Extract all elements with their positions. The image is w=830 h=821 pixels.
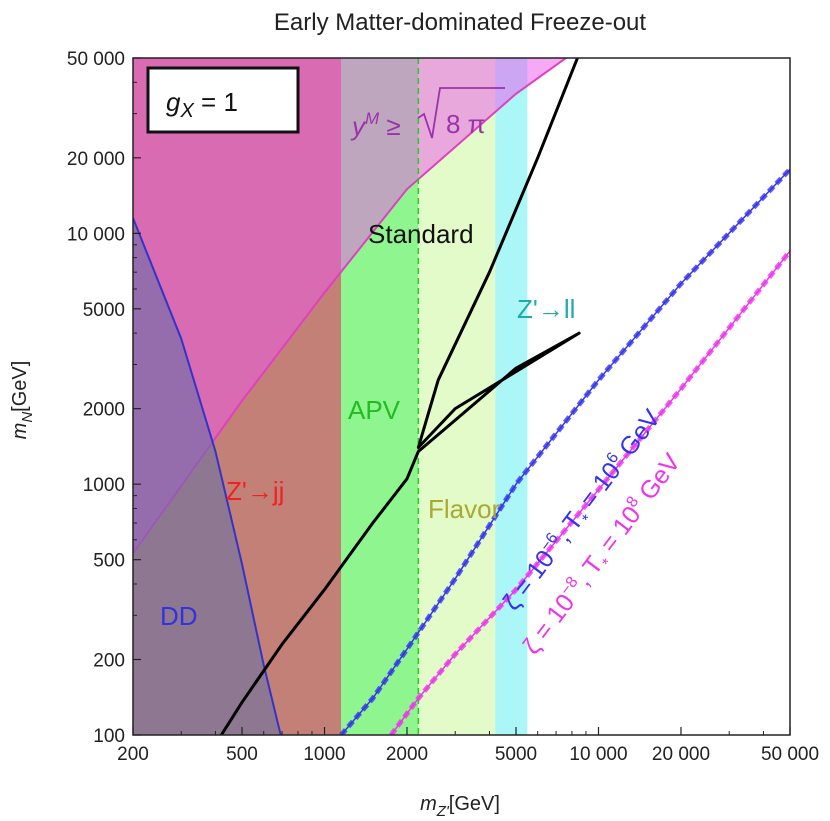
x-tick-label: 5000 xyxy=(495,744,537,765)
chart-title: Early Matter-dominated Freeze-out xyxy=(274,9,646,36)
y-axis-label: mN[GeV] xyxy=(9,361,36,440)
label-sqrt-arg: 8 π xyxy=(446,109,486,139)
dd-boundary xyxy=(133,217,282,735)
region-dd xyxy=(133,218,281,735)
x-tick-label: 50 000 xyxy=(761,744,819,765)
y-tick-label: 10 000 xyxy=(67,224,125,245)
y-tick-label: 100 xyxy=(93,726,125,747)
x-tick-label: 200 xyxy=(117,744,149,765)
label-perturbativity: yM ≥ xyxy=(350,109,401,141)
y-tick-label: 50 000 xyxy=(67,49,125,70)
label-dd: DD xyxy=(160,601,198,631)
band-zll xyxy=(495,58,528,735)
y-tick-label: 5000 xyxy=(83,300,125,321)
plot-frame xyxy=(132,57,791,736)
x-tick-label: 1000 xyxy=(303,744,345,765)
y-tick-label: 200 xyxy=(93,650,125,671)
y-tick-label: 500 xyxy=(93,551,125,572)
label-zjj: Z'→jj xyxy=(226,476,284,506)
x-tick-label: 20 000 xyxy=(652,744,710,765)
label-flavor: Flavor xyxy=(428,494,501,524)
y-tick-label: 20 000 xyxy=(67,149,125,170)
sqrt-sign xyxy=(417,87,505,139)
perturbativity-boundary xyxy=(133,58,568,554)
y-tick-label: 2000 xyxy=(83,400,125,421)
curve-zeta6 xyxy=(340,168,790,735)
x-tick-label: 10 000 xyxy=(569,744,627,765)
plot-content xyxy=(133,58,790,735)
coupling-box xyxy=(146,66,300,134)
x-tick-label: 500 xyxy=(226,744,258,765)
label-standard: Standard xyxy=(368,219,474,249)
x-tick-label: 2000 xyxy=(386,744,428,765)
label-apv: APV xyxy=(348,395,401,425)
region-perturbativity xyxy=(133,58,566,554)
curve-standard xyxy=(220,58,581,735)
y-tick-label: 1000 xyxy=(83,475,125,496)
curve-zeta8 xyxy=(390,250,790,735)
plot-area xyxy=(133,58,790,735)
label-zll: Z'→ll xyxy=(517,294,575,324)
coupling-label: gX = 1 xyxy=(166,87,238,122)
axes: 200 500 1000 2000 5000 10 000 20 000 50 0001002… xyxy=(9,49,819,820)
x-axis-label: mZ'[GeV] xyxy=(420,793,500,820)
